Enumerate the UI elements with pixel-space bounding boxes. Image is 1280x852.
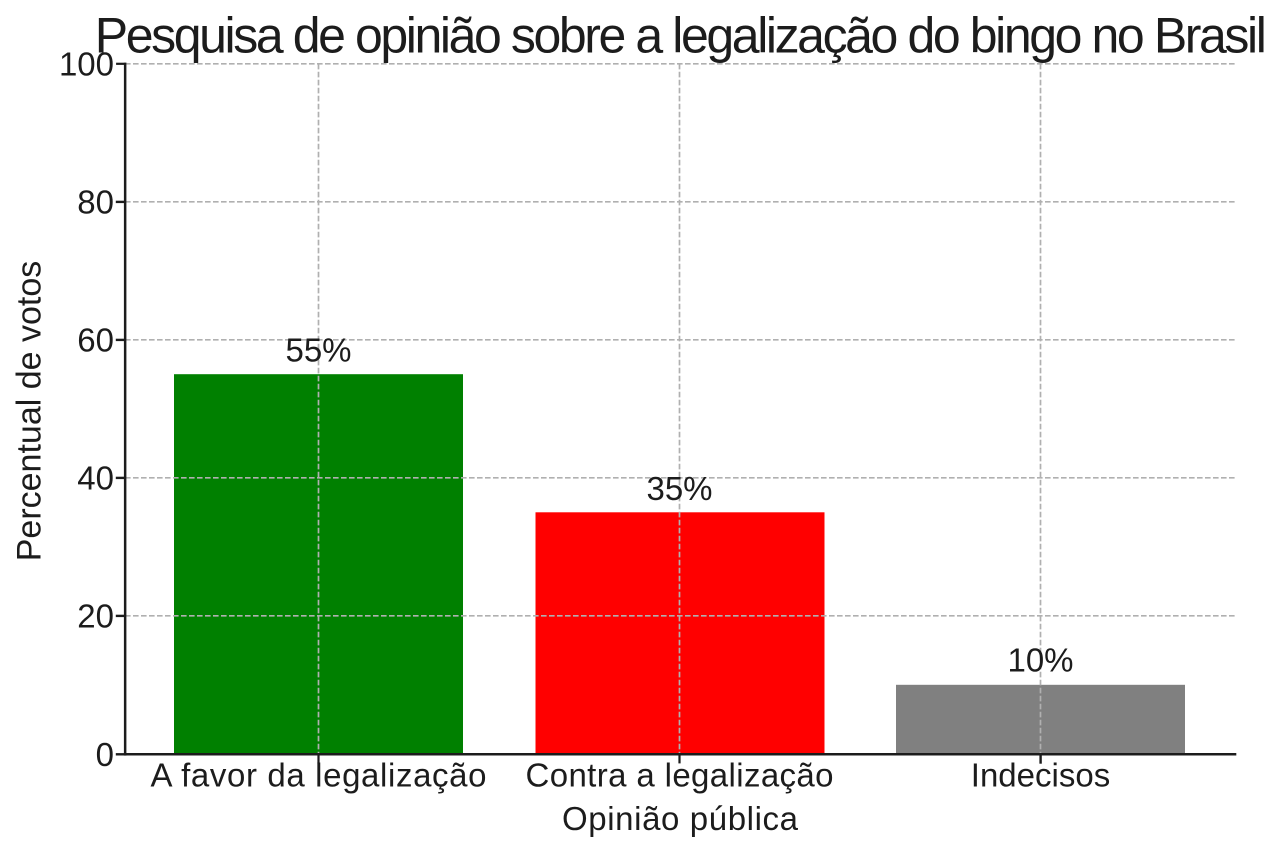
svg-text:60: 60 (77, 321, 114, 358)
svg-text:55%: 55% (285, 331, 351, 368)
svg-text:100: 100 (59, 45, 114, 82)
svg-text:20: 20 (77, 597, 114, 634)
svg-text:Indecisos: Indecisos (971, 756, 1110, 793)
svg-text:10%: 10% (1007, 641, 1073, 678)
svg-text:Opinião pública: Opinião pública (562, 800, 799, 837)
svg-text:Percentual de votos: Percentual de votos (11, 261, 49, 562)
svg-text:Contra a legalização: Contra a legalização (526, 756, 834, 793)
svg-text:80: 80 (77, 183, 114, 220)
svg-text:Pesquisa de opinião sobre a le: Pesquisa de opinião sobre a legalização … (95, 7, 1267, 63)
svg-text:40: 40 (77, 459, 114, 496)
svg-text:35%: 35% (646, 470, 712, 507)
svg-text:A favor da legalização: A favor da legalização (151, 756, 487, 793)
svg-text:0: 0 (96, 736, 114, 773)
